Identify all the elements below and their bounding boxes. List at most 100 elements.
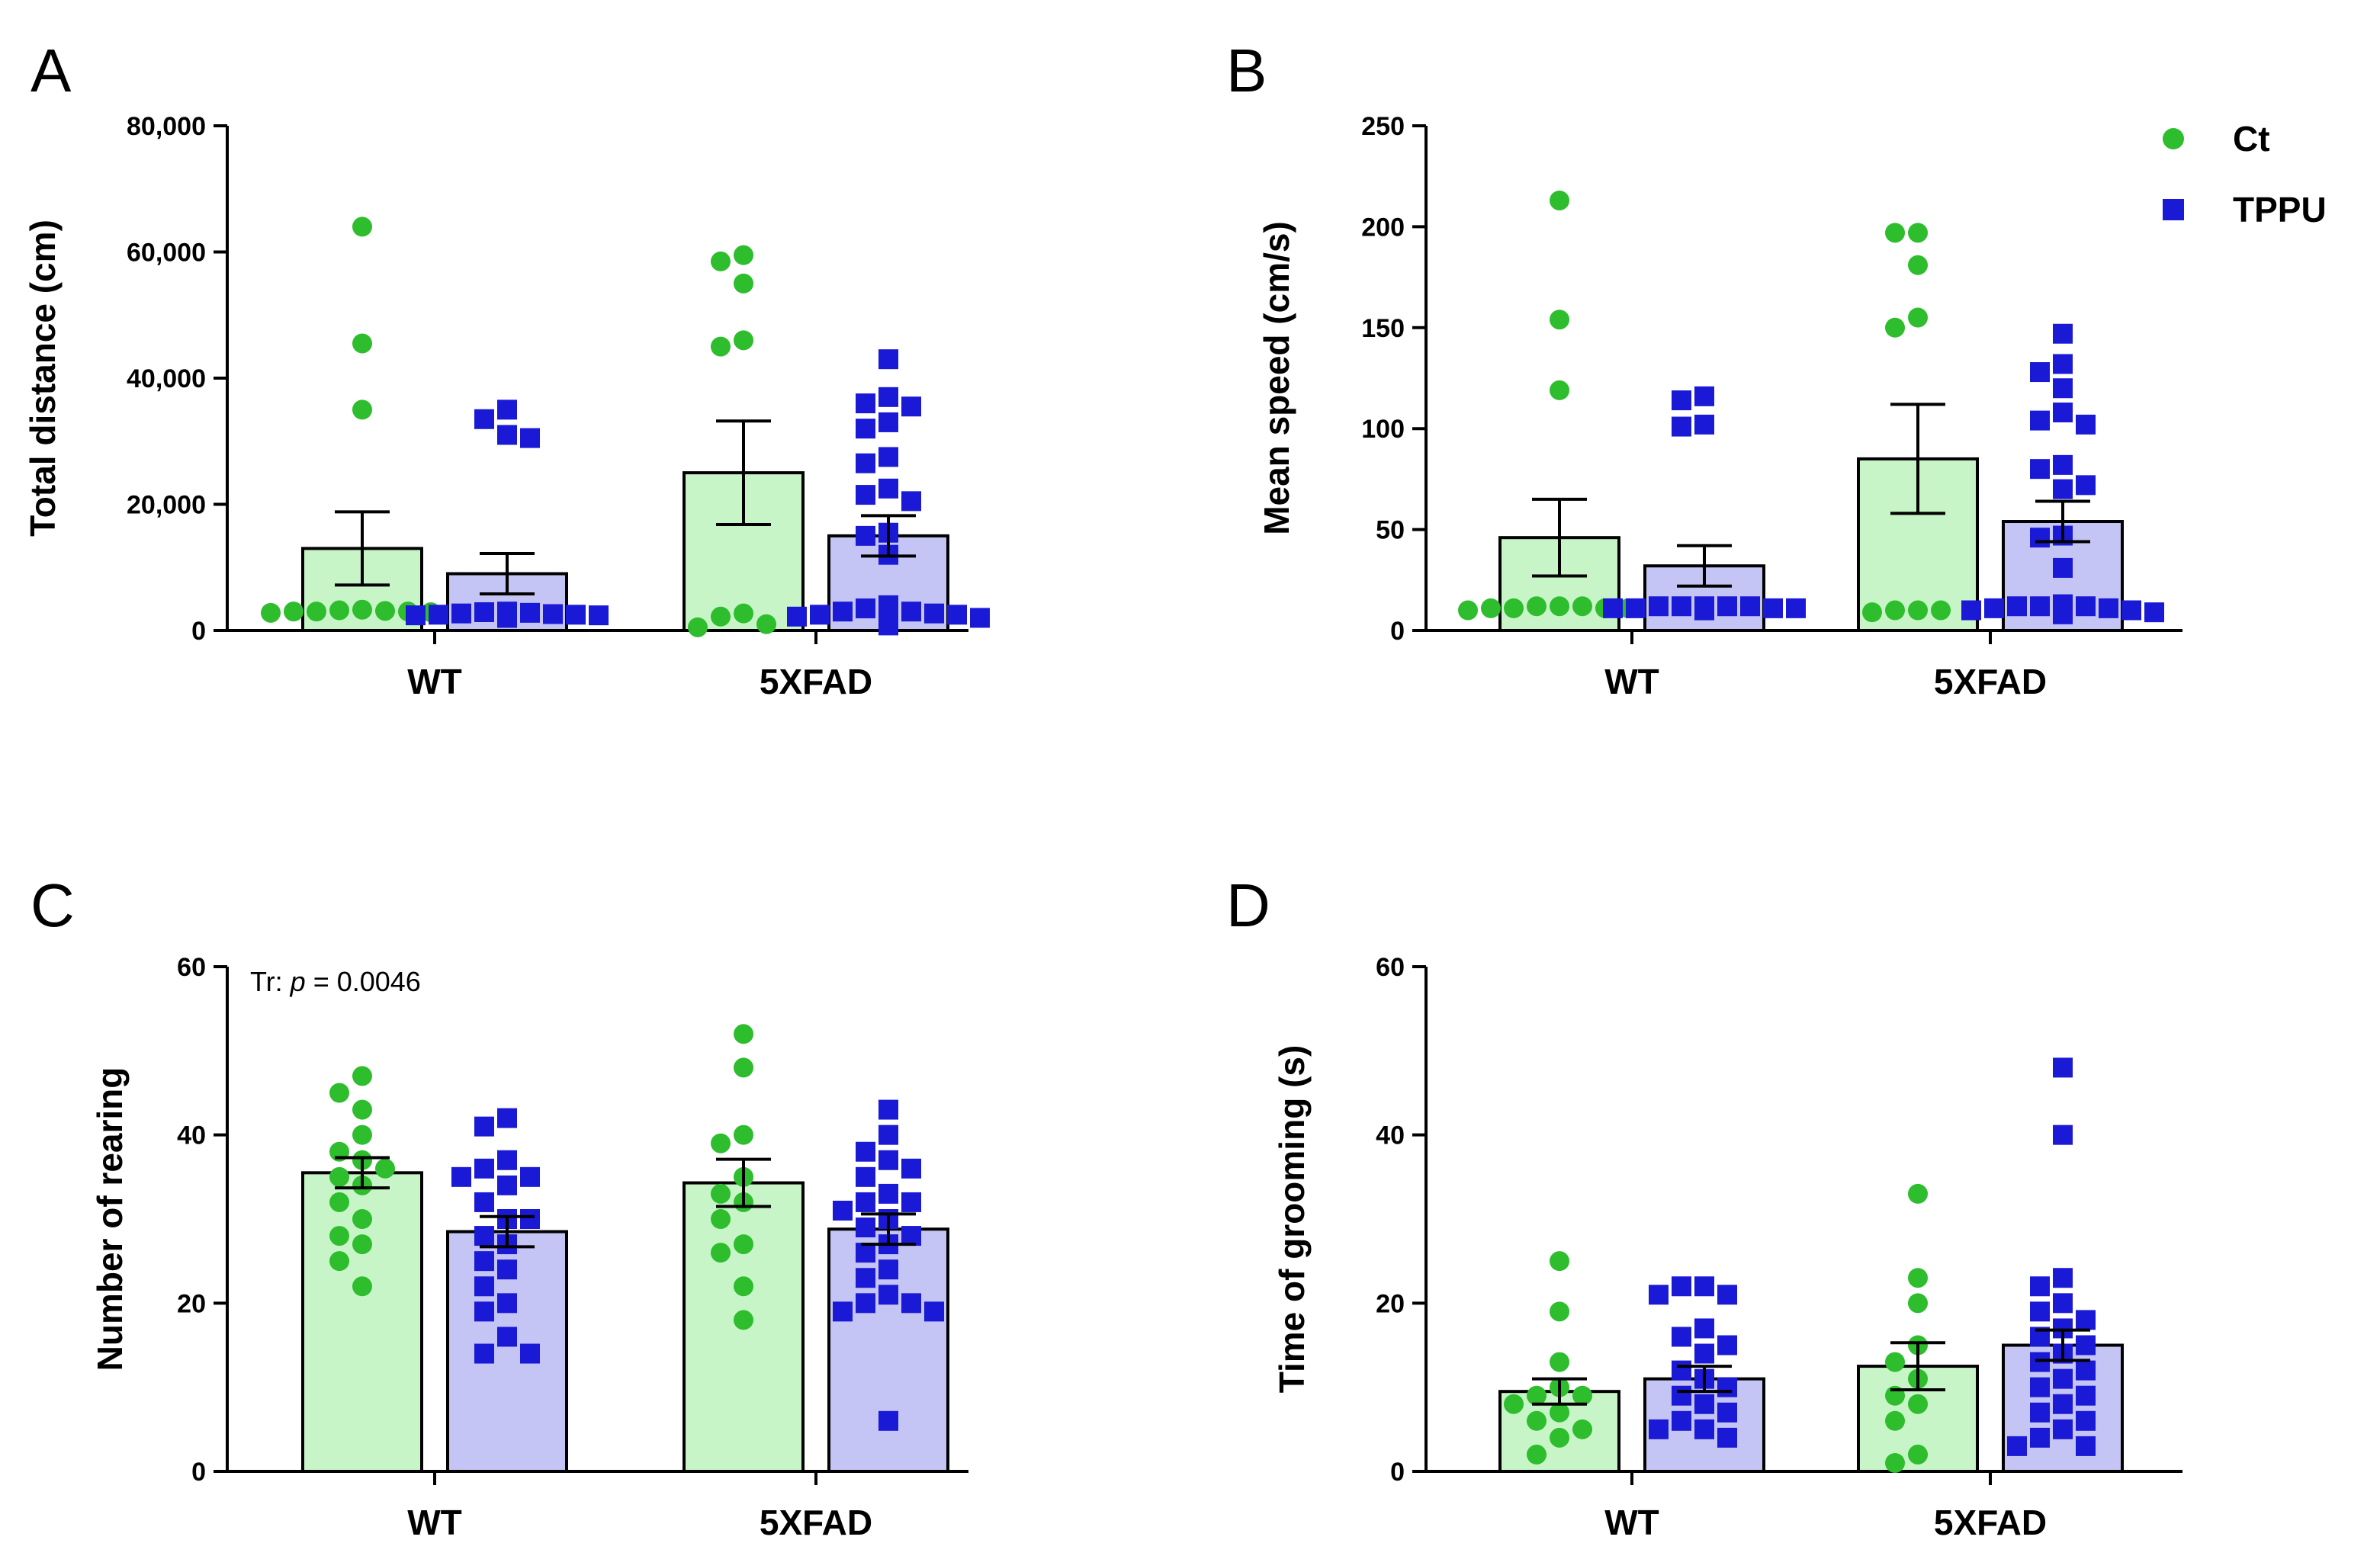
data-point — [329, 1251, 349, 1272]
data-point — [734, 1024, 753, 1044]
data-point — [734, 1124, 753, 1145]
data-point — [1984, 598, 2004, 618]
data-point — [2076, 1436, 2096, 1456]
data-point — [1527, 1385, 1547, 1406]
data-point — [711, 251, 731, 271]
data-point — [734, 245, 753, 265]
data-point — [2030, 362, 2050, 383]
stats-annotation-p: p — [290, 966, 306, 997]
data-point — [787, 606, 807, 627]
chart-panel-a: A Total distance (cm) 0 20,000 40,000 60,000 8… — [23, 37, 990, 701]
data-point — [2053, 604, 2073, 624]
data-point — [856, 1268, 875, 1288]
data-point — [1885, 600, 1905, 621]
data-point — [734, 1234, 753, 1255]
y-tick-label: 60 — [1376, 953, 1405, 982]
data-point — [1527, 596, 1547, 617]
data-point — [878, 1183, 898, 1204]
x-tick-label: 5XFAD — [1934, 662, 2047, 701]
data-point — [2053, 479, 2073, 499]
data-point — [1626, 598, 1646, 618]
stats-annotation: Tr: p = 0.0046 — [250, 966, 421, 997]
data-point — [1550, 380, 1569, 400]
data-point — [1672, 416, 1691, 437]
y-tick-label: 0 — [1390, 617, 1405, 646]
data-point — [474, 1251, 494, 1272]
y-axis-label: Number of rearing — [90, 1067, 130, 1372]
data-point — [2076, 1360, 2096, 1381]
data-point — [2030, 1301, 2050, 1322]
chart-panel-d: D Time of grooming (s) 0 20 40 60 WT 5XFAD — [1226, 871, 2182, 1542]
legend-marker-tppu — [2163, 199, 2184, 220]
data-point — [711, 1243, 731, 1263]
data-point — [352, 599, 372, 620]
y-tick-label: 20 — [177, 1289, 206, 1318]
data-point — [901, 1192, 921, 1212]
data-point — [1504, 1394, 1524, 1414]
data-point — [1649, 596, 1669, 617]
data-point — [543, 604, 563, 624]
data-point — [856, 393, 875, 414]
data-point — [856, 1141, 875, 1162]
data-point — [1672, 1360, 1691, 1381]
data-point — [1885, 223, 1905, 243]
data-point — [329, 600, 349, 621]
data-point — [329, 1192, 349, 1212]
data-point — [520, 1209, 540, 1229]
data-point — [474, 1343, 494, 1364]
data-point — [1458, 600, 1478, 621]
data-point — [878, 412, 898, 432]
data-point — [1481, 598, 1501, 618]
data-point — [1603, 598, 1623, 618]
data-point — [497, 1327, 517, 1347]
data-point — [1572, 1419, 1592, 1439]
chart-panel-b: B Mean speed (cm/s) 0 50 100 150 200 250 WT 5XFAD — [1226, 37, 2182, 701]
data-point — [2053, 1394, 2073, 1414]
data-point — [947, 605, 967, 625]
legend-label-tppu: TPPU — [2233, 190, 2327, 229]
data-point — [474, 1301, 494, 1322]
x-tick-label: WT — [407, 662, 462, 701]
y-tick-label: 40,000 — [127, 364, 206, 393]
x-tick-label: WT — [1604, 662, 1659, 701]
data-point — [352, 1276, 372, 1297]
data-point — [1961, 600, 1981, 621]
data-point — [924, 603, 944, 624]
panel-b-letter: B — [1226, 37, 1267, 104]
data-point — [520, 428, 540, 448]
data-point — [2076, 1335, 2096, 1355]
data-point — [833, 602, 853, 622]
data-point — [924, 1301, 944, 1322]
data-point — [329, 1083, 349, 1103]
y-tick-label: 150 — [1361, 314, 1405, 343]
data-point — [1694, 1419, 1714, 1439]
data-point — [352, 1234, 372, 1255]
data-point — [1694, 414, 1714, 435]
data-point — [734, 1310, 753, 1330]
data-point — [1649, 1419, 1669, 1439]
y-tick-label: 60 — [177, 953, 206, 982]
data-point — [2076, 1310, 2096, 1330]
stats-annotation-prefix: Tr: — [250, 966, 291, 997]
data-point — [1717, 1377, 1737, 1397]
data-point — [1763, 598, 1783, 618]
data-point — [856, 598, 875, 619]
data-point — [1672, 1385, 1691, 1406]
data-point — [856, 1218, 875, 1238]
data-point — [878, 1150, 898, 1170]
data-point — [711, 1133, 731, 1153]
data-point — [352, 1066, 372, 1086]
data-point — [2053, 1368, 2073, 1389]
data-point — [2076, 596, 2096, 617]
data-point — [2030, 1352, 2050, 1372]
x-tick-label: 5XFAD — [760, 662, 872, 701]
data-point — [878, 478, 898, 499]
data-point — [474, 1116, 494, 1137]
data-point — [2076, 1410, 2096, 1431]
data-point — [711, 1183, 731, 1204]
data-point — [2053, 354, 2073, 374]
data-point — [329, 1226, 349, 1246]
data-point — [878, 1099, 898, 1120]
data-point — [2053, 1124, 2073, 1145]
y-tick-label: 40 — [1376, 1121, 1405, 1150]
